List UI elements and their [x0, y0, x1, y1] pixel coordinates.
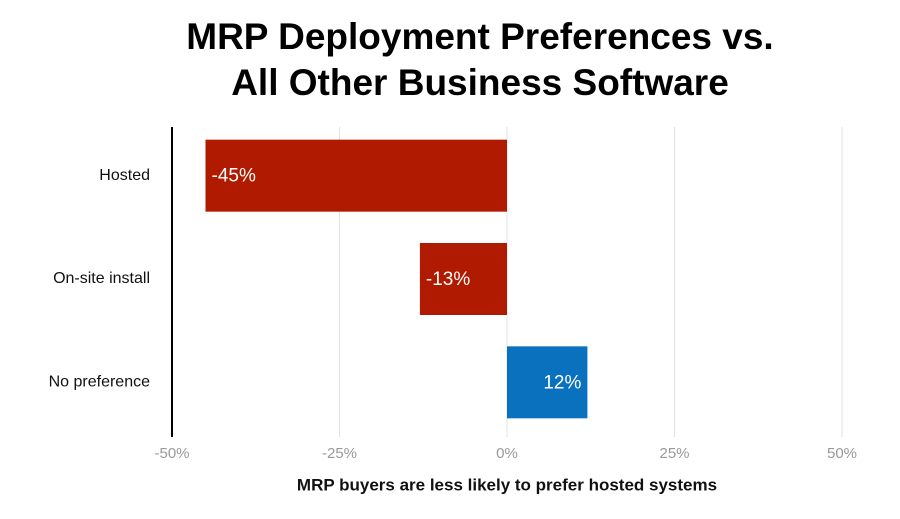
bar: [507, 346, 588, 419]
chart-title: MRP Deployment Preferences vs. All Other…: [186, 16, 774, 103]
value-label: 12%: [543, 372, 581, 393]
x-tick-label: 0%: [496, 445, 518, 462]
bar: [205, 139, 507, 212]
x-axis-label: MRP buyers are less likely to prefer hos…: [297, 475, 717, 494]
y-tick-label: Hosted: [99, 167, 150, 184]
bar: [419, 243, 507, 315]
y-tick-label: No preference: [49, 374, 150, 391]
x-tick-label: 25%: [659, 445, 689, 462]
value-label: -13%: [426, 269, 470, 290]
value-label: -45%: [212, 166, 256, 187]
x-tick-label: -25%: [322, 445, 357, 462]
x-tick-label: -50%: [154, 445, 189, 462]
x-tick-label: 50%: [827, 445, 857, 462]
y-tick-label: On-site install: [53, 270, 150, 287]
